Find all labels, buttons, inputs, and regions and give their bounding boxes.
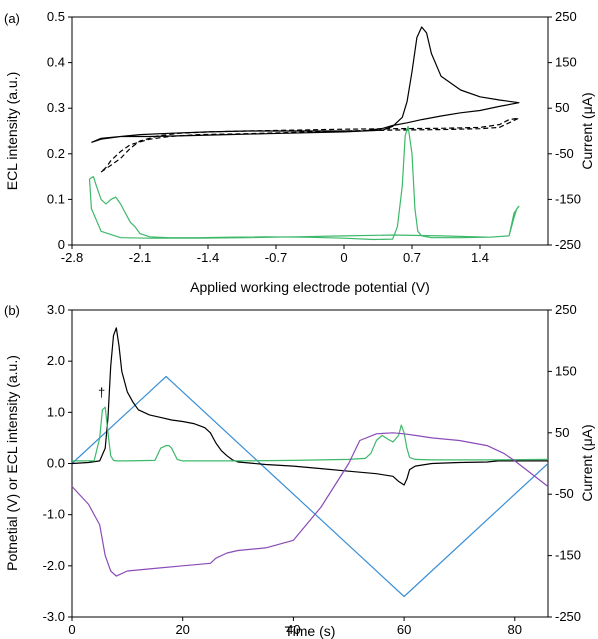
y-tick-label: 0 [58, 237, 65, 252]
y-tick-label: 0.4 [47, 55, 65, 70]
series-line-2 [100, 117, 520, 173]
y2-tick-label: 250 [555, 302, 577, 317]
y-tick-label: -2.0 [43, 558, 65, 573]
panel-b-y2-axis-label: Current (μA) [579, 424, 595, 501]
x-tick-label: -2.1 [129, 250, 151, 265]
y2-tick-label: -150 [555, 548, 581, 563]
panel-a-plot-area [71, 16, 549, 246]
y-tick-label: 0.1 [47, 191, 65, 206]
panel-a-y-ticks: 0 0.1 0.2 0.3 0.4 0.5 [47, 9, 72, 252]
y-tick-label: 3.0 [47, 302, 65, 317]
x-tick-label: 0 [68, 622, 75, 637]
series-line-3 [88, 125, 520, 241]
x-tick-label: 0 [340, 250, 347, 265]
panel-a-chart: (a) -2.8 -2.1 -1.4 -0.7 0 0.7 1.4 0 0.1 0.2 0.3 0.… [4, 9, 595, 295]
y2-tick-label: -150 [555, 191, 581, 206]
panel-b-label: (b) [4, 303, 20, 318]
y-tick-label: 0.3 [47, 100, 65, 115]
y2-tick-label: 50 [555, 100, 569, 115]
y2-tick-label: -250 [555, 609, 581, 624]
panel-a-y-axis-label: ECL intensity (a.u.) [4, 72, 20, 191]
y-tick-label: 1.0 [47, 404, 65, 419]
x-tick-label: 60 [397, 622, 411, 637]
series-line-1 [71, 375, 549, 598]
panel-b-plot-area [71, 309, 549, 618]
y2-tick-label: 50 [555, 425, 569, 440]
panel-a-y2-ticks: -250 -150 -50 50 150 250 [548, 9, 581, 252]
y2-tick-label: -50 [555, 146, 574, 161]
series-line-2 [71, 327, 548, 486]
x-tick-label: 1.4 [471, 250, 489, 265]
y-tick-label: 2.0 [47, 353, 65, 368]
panel-b-y2-ticks: -250 -150 -50 50 150 250 [548, 302, 581, 624]
x-tick-label: 0.7 [403, 250, 421, 265]
y2-tick-label: 150 [555, 363, 577, 378]
y-tick-label: 0.5 [47, 9, 65, 24]
series-line-3 [72, 406, 549, 462]
series-line-4 [71, 432, 549, 577]
panel-a-series [88, 26, 520, 241]
x-tick-label: -2.8 [61, 250, 83, 265]
panel-b-x-axis-label: Time (s) [285, 623, 336, 639]
panel-b-y-axis-label: Potnetial (V) or ECL intensity (a.u.) [4, 355, 20, 571]
x-tick-label: -0.7 [265, 250, 287, 265]
panel-a-x-axis-label: Applied working electrode potential (V) [190, 279, 430, 295]
panel-a-y2-axis-label: Current (μA) [579, 92, 595, 169]
y-tick-label: -3.0 [43, 609, 65, 624]
x-tick-label: 40 [286, 622, 300, 637]
y2-tick-label: -50 [555, 486, 574, 501]
y-tick-label: 0.2 [47, 146, 65, 161]
y2-tick-label: 250 [555, 9, 577, 24]
x-tick-label: -1.4 [197, 250, 219, 265]
panel-a-label: (a) [4, 11, 20, 26]
panel-b-y-ticks: -3.0 -2.0 -1.0 0.0 1.0 2.0 3.0 [43, 302, 72, 624]
series-line-1 [91, 26, 520, 143]
y2-tick-label: 150 [555, 55, 577, 70]
y2-tick-label: -250 [555, 237, 581, 252]
y-tick-label: -1.0 [43, 507, 65, 522]
x-tick-label: 80 [508, 622, 522, 637]
panel-a-x-ticks: -2.8 -2.1 -1.4 -0.7 0 0.7 1.4 [61, 245, 489, 265]
y-tick-label: 0.0 [47, 456, 65, 471]
panel-b-dagger-annotation: † [98, 385, 105, 400]
panel-b-x-ticks: 0 20 40 60 80 [68, 617, 522, 637]
x-tick-label: 20 [175, 622, 189, 637]
panel-b-chart: (b) 0 20 40 60 80 -3.0 -2.0 -1.0 0.0 1.0 2.0 3.0 -… [4, 302, 595, 639]
panel-b-series [71, 327, 549, 598]
